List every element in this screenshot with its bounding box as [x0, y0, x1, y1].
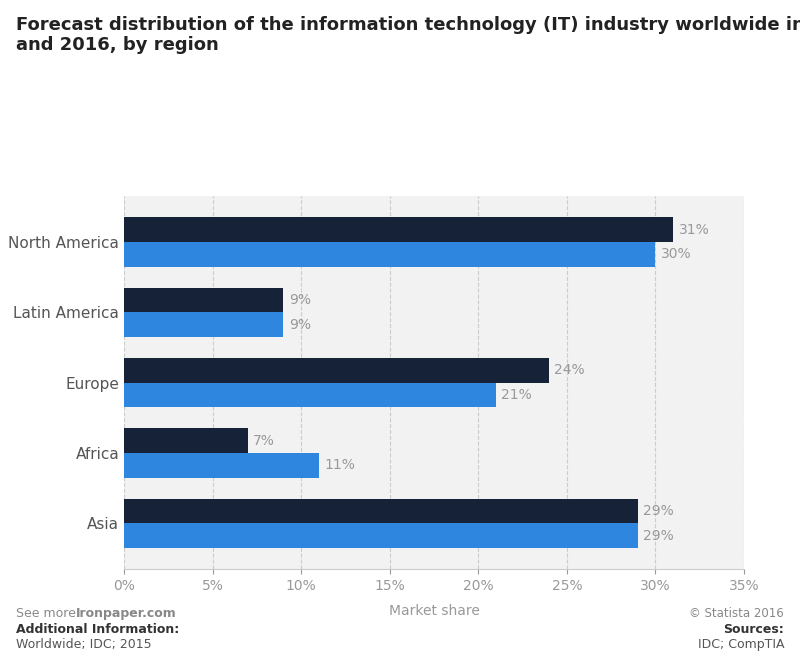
Text: 29%: 29% — [643, 528, 674, 543]
Text: Worldwide; IDC; 2015: Worldwide; IDC; 2015 — [16, 638, 152, 651]
Text: and 2016, by region: and 2016, by region — [16, 36, 218, 54]
Bar — [124, 217, 673, 242]
Text: IDC; CompTIA: IDC; CompTIA — [698, 638, 784, 651]
Text: 9%: 9% — [289, 318, 310, 332]
Bar — [124, 312, 283, 337]
Text: 31%: 31% — [678, 222, 710, 237]
Text: 30%: 30% — [661, 247, 691, 261]
Text: 9%: 9% — [289, 293, 310, 307]
Bar — [124, 498, 638, 523]
Bar — [124, 383, 496, 407]
Bar — [124, 428, 248, 453]
Text: Sources:: Sources: — [723, 623, 784, 636]
Text: 29%: 29% — [643, 504, 674, 518]
Bar — [124, 453, 319, 477]
Text: 11%: 11% — [324, 458, 355, 472]
Bar — [124, 523, 638, 548]
Bar — [124, 288, 283, 312]
Bar — [124, 358, 549, 383]
Bar — [124, 242, 655, 267]
Text: Additional Information:: Additional Information: — [16, 623, 179, 636]
Text: © Statista 2016: © Statista 2016 — [690, 607, 784, 620]
Text: See more:: See more: — [16, 607, 84, 620]
Text: 21%: 21% — [502, 388, 532, 402]
Text: Ironpaper.com: Ironpaper.com — [76, 607, 177, 620]
Text: 7%: 7% — [254, 434, 275, 447]
Text: Forecast distribution of the information technology (IT) industry worldwide in 2: Forecast distribution of the information… — [16, 16, 800, 35]
Text: 24%: 24% — [554, 363, 585, 377]
X-axis label: Market share: Market share — [389, 604, 479, 618]
